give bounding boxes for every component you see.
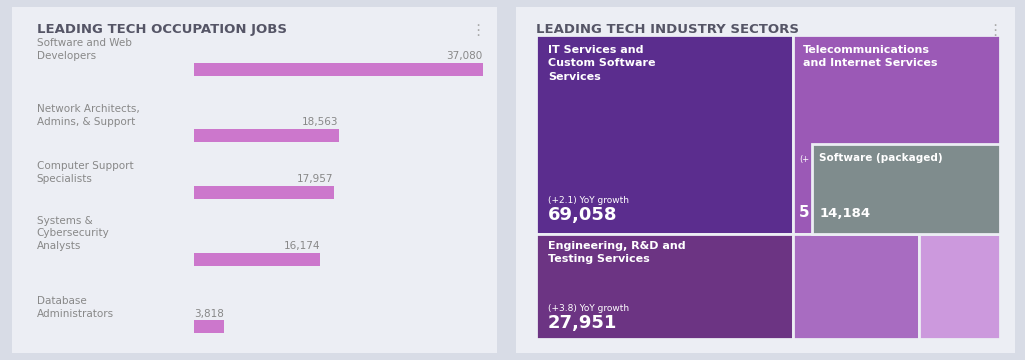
Text: (+: (+: [800, 155, 810, 164]
Bar: [918, 234, 999, 339]
Text: LEADING TECH INDUSTRY SECTORS: LEADING TECH INDUSTRY SECTORS: [535, 23, 798, 36]
Text: Telecommunications
and Internet Services: Telecommunications and Internet Services: [804, 45, 938, 68]
Bar: [793, 35, 999, 234]
Text: Software and Web
Developers: Software and Web Developers: [37, 38, 131, 61]
Text: (+2.1) YoY growth: (+2.1) YoY growth: [548, 196, 629, 205]
Bar: [194, 185, 334, 199]
Text: 18,563: 18,563: [302, 117, 338, 127]
Text: (+3.8) YoY growth: (+3.8) YoY growth: [548, 304, 629, 313]
Text: 14,184: 14,184: [819, 207, 870, 220]
Bar: [194, 320, 223, 333]
Text: 3,818: 3,818: [194, 309, 223, 319]
Text: Engineering, R&D and
Testing Services: Engineering, R&D and Testing Services: [548, 241, 686, 264]
Text: Database
Administrators: Database Administrators: [37, 296, 114, 319]
Text: IT Services and
Custom Software
Services: IT Services and Custom Software Services: [548, 45, 656, 82]
Bar: [194, 63, 483, 76]
Text: 17,957: 17,957: [297, 174, 334, 184]
Bar: [535, 35, 793, 234]
Text: 37,080: 37,080: [446, 51, 483, 61]
Bar: [194, 129, 338, 141]
Bar: [793, 234, 918, 339]
Bar: [535, 234, 793, 339]
Text: Network Architects,
Admins, & Support: Network Architects, Admins, & Support: [37, 104, 139, 127]
Text: ⋮: ⋮: [469, 23, 485, 38]
Text: 16,174: 16,174: [284, 241, 320, 251]
Bar: [812, 144, 999, 234]
Text: ⋮: ⋮: [987, 23, 1002, 38]
Text: LEADING TECH OCCUPATION JOBS: LEADING TECH OCCUPATION JOBS: [37, 23, 287, 36]
Text: 69,058: 69,058: [548, 206, 617, 224]
Bar: [194, 253, 320, 266]
Text: Software (packaged): Software (packaged): [819, 153, 943, 163]
Text: 27,951: 27,951: [548, 314, 617, 332]
Text: Computer Support
Specialists: Computer Support Specialists: [37, 161, 133, 184]
Text: Systems &
Cybersecurity
Analysts: Systems & Cybersecurity Analysts: [37, 216, 110, 251]
Text: 5: 5: [798, 205, 810, 220]
